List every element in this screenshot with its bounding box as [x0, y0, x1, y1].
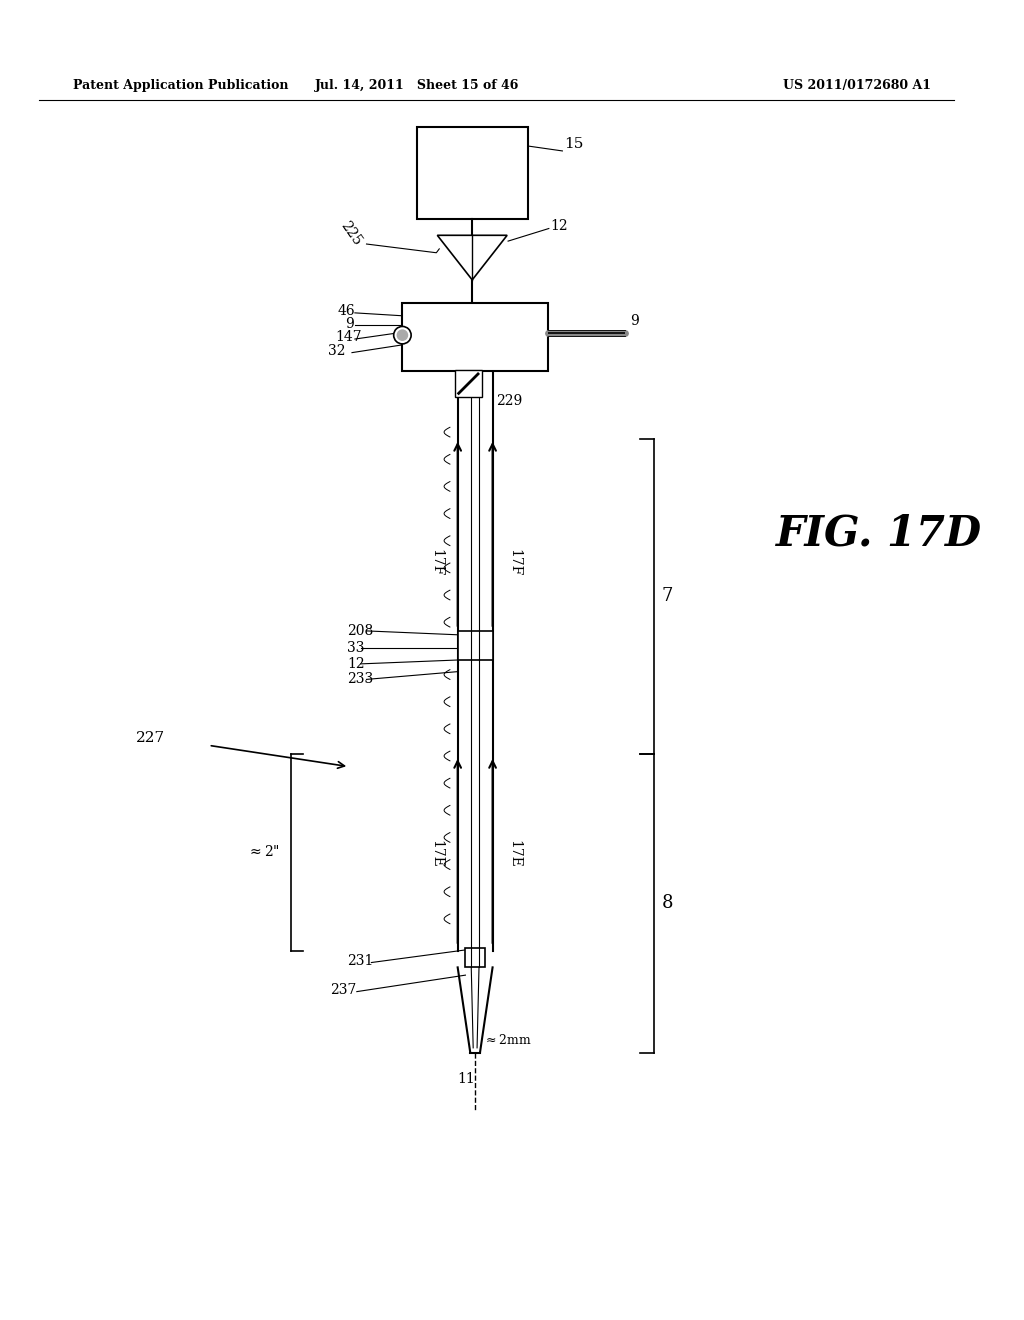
Text: 237: 237 — [330, 982, 356, 997]
Text: 7: 7 — [662, 587, 673, 605]
Text: FIG. 17D: FIG. 17D — [776, 513, 982, 554]
FancyBboxPatch shape — [417, 127, 528, 219]
Text: Jul. 14, 2011   Sheet 15 of 46: Jul. 14, 2011 Sheet 15 of 46 — [314, 79, 519, 92]
Text: 46: 46 — [338, 304, 355, 318]
FancyBboxPatch shape — [458, 631, 493, 660]
Text: 147: 147 — [336, 330, 362, 345]
Text: 225: 225 — [338, 219, 364, 248]
Polygon shape — [437, 235, 507, 280]
Text: $\approx$2mm: $\approx$2mm — [483, 1034, 531, 1047]
FancyBboxPatch shape — [402, 304, 548, 371]
Text: 9: 9 — [345, 317, 354, 330]
Text: 8: 8 — [662, 895, 673, 912]
Circle shape — [396, 330, 409, 341]
Text: 208: 208 — [347, 624, 374, 638]
Text: 12: 12 — [551, 219, 568, 232]
Text: Patent Application Publication: Patent Application Publication — [73, 79, 288, 92]
Text: 231: 231 — [347, 953, 374, 968]
Text: 12: 12 — [347, 657, 365, 671]
FancyBboxPatch shape — [466, 948, 484, 968]
Text: 227: 227 — [136, 730, 165, 744]
Text: 233: 233 — [347, 672, 374, 686]
Text: 229: 229 — [497, 395, 522, 408]
Text: 17F: 17F — [507, 549, 521, 577]
Text: 17E: 17E — [507, 840, 521, 867]
Text: 9: 9 — [630, 314, 639, 327]
Text: 32: 32 — [328, 343, 345, 358]
Text: 11: 11 — [458, 1072, 475, 1086]
Text: $\approx$2": $\approx$2" — [247, 845, 281, 859]
Text: US 2011/0172680 A1: US 2011/0172680 A1 — [783, 79, 931, 92]
FancyBboxPatch shape — [455, 370, 482, 397]
Text: 15: 15 — [564, 137, 584, 152]
Text: 33: 33 — [347, 642, 365, 655]
Text: 17F: 17F — [429, 549, 443, 577]
Text: 17E: 17E — [429, 840, 443, 867]
Circle shape — [393, 326, 411, 345]
